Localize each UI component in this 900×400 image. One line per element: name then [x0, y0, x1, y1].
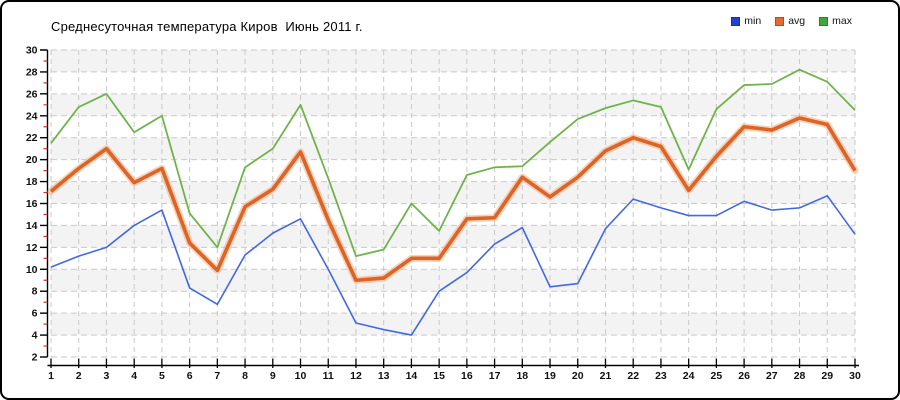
series-min-line — [50, 195, 856, 336]
x-tick-label: 20 — [572, 370, 584, 382]
x-tick-label: 23 — [655, 370, 667, 382]
x-tick-label: 16 — [461, 370, 473, 382]
legend-label-max: max — [832, 15, 852, 27]
plot-band — [51, 335, 855, 357]
plot-band — [51, 291, 855, 314]
y-tick-label: 26 — [26, 88, 38, 100]
legend-item-min: min — [731, 15, 761, 27]
x-tick-label: 18 — [516, 370, 528, 382]
y-tick-label: 2 — [32, 352, 38, 364]
plot-band — [51, 93, 855, 116]
y-tick-label: 20 — [26, 154, 38, 166]
y-tick-label: 24 — [26, 110, 38, 122]
y-tick-label: 14 — [26, 220, 38, 232]
plot-band — [51, 313, 855, 336]
x-tick-label: 3 — [104, 370, 110, 382]
x-tick-label: 9 — [270, 370, 276, 382]
y-tick-label: 30 — [26, 45, 38, 57]
x-tick-label: 19 — [544, 370, 556, 382]
y-tick-label: 28 — [26, 66, 38, 78]
legend-item-avg: avg — [775, 15, 805, 27]
x-tick-label: 10 — [295, 370, 307, 382]
y-tick-label: 4 — [32, 330, 38, 342]
plot-band — [51, 269, 855, 292]
x-tick-label: 15 — [433, 370, 445, 382]
x-tick-label: 27 — [766, 370, 778, 382]
plot-band — [51, 115, 855, 138]
plot-band — [51, 50, 855, 72]
x-tick-label: 30 — [849, 370, 861, 382]
x-tick-label: 24 — [683, 370, 695, 382]
x-tick-label: 13 — [378, 370, 390, 382]
plot-band — [51, 71, 855, 94]
x-tick-label: 5 — [159, 370, 165, 382]
plot-band — [51, 159, 855, 182]
y-tick-label: 6 — [32, 308, 38, 320]
x-tick-label: 28 — [794, 370, 806, 382]
y-tick-label: 12 — [26, 242, 38, 254]
series-max-line — [50, 68, 856, 258]
plot-band — [51, 203, 855, 226]
x-tick-label: 22 — [627, 370, 639, 382]
series-avg-line — [49, 116, 857, 283]
y-tick-label: 10 — [26, 264, 38, 276]
y-tick-label: 22 — [26, 132, 38, 144]
x-tick-label: 14 — [406, 370, 418, 382]
legend-swatch-min-icon — [731, 16, 741, 26]
chart-title: Среднесуточная температура Киров Июнь 20… — [51, 19, 363, 34]
x-tick-label: 12 — [350, 370, 362, 382]
y-tick-label: 18 — [26, 176, 38, 188]
x-tick-label: 8 — [242, 370, 248, 382]
plot-band — [51, 247, 855, 270]
x-tick-label: 4 — [131, 370, 137, 382]
plot-band — [51, 181, 855, 204]
legend-item-max: max — [819, 15, 852, 27]
x-tick-label: 2 — [76, 370, 82, 382]
legend-swatch-avg-icon — [775, 16, 785, 26]
y-tick-label: 8 — [32, 286, 38, 298]
x-tick-label: 29 — [821, 370, 833, 382]
x-tick-label: 1 — [48, 370, 54, 382]
x-tick-label: 21 — [600, 370, 612, 382]
y-tick-label: 16 — [26, 198, 38, 210]
x-tick-label: 17 — [489, 370, 501, 382]
legend-label-min: min — [744, 15, 762, 27]
x-tick-label: 25 — [711, 370, 723, 382]
x-tick-label: 26 — [738, 370, 750, 382]
legend-label-avg: avg — [788, 15, 806, 27]
legend: min avg max — [731, 15, 852, 27]
x-tick-label: 6 — [187, 370, 193, 382]
x-tick-label: 11 — [323, 370, 334, 382]
x-tick-label: 7 — [214, 370, 220, 382]
legend-swatch-max-icon — [819, 16, 829, 26]
